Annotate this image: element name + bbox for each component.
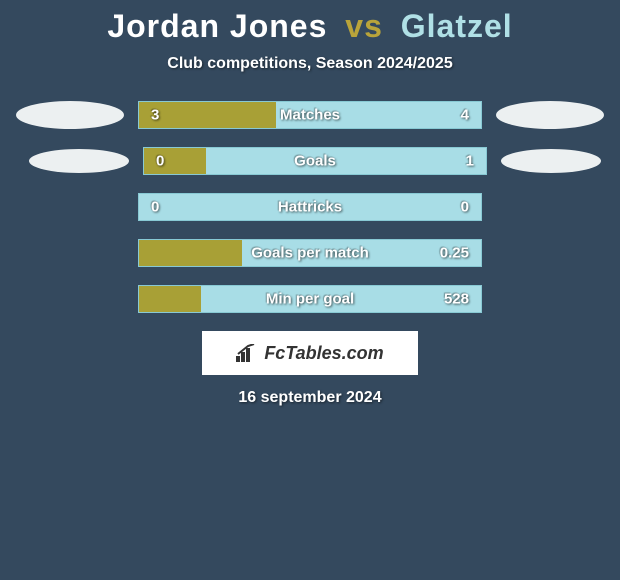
bar-fill-left — [139, 102, 276, 128]
stat-value-right: 4 — [461, 107, 469, 124]
stats-rows: 3 Matches 4 0 Goals 1 0 Hattricks 0 — [0, 101, 620, 313]
stat-value-right: 528 — [444, 291, 469, 308]
stat-value-right: 1 — [466, 153, 474, 170]
bar-fill-left — [139, 240, 242, 266]
stat-value-left: 0 — [151, 199, 159, 216]
stat-value-left: 3 — [151, 107, 159, 124]
stat-label: Min per goal — [266, 291, 354, 308]
stat-label: Goals — [294, 153, 336, 170]
spacer — [496, 239, 604, 267]
stat-bar: 0 Hattricks 0 — [138, 193, 482, 221]
stat-label: Matches — [280, 107, 340, 124]
subtitle: Club competitions, Season 2024/2025 — [0, 55, 620, 73]
stat-bar: Goals per match 0.25 — [138, 239, 482, 267]
stat-bar: Min per goal 528 — [138, 285, 482, 313]
spacer — [16, 285, 124, 313]
spacer — [496, 285, 604, 313]
stat-row-hattricks: 0 Hattricks 0 — [0, 193, 620, 221]
stat-label: Goals per match — [251, 245, 369, 262]
spacer — [16, 193, 124, 221]
bar-fill-left — [144, 148, 206, 174]
player2-avatar — [496, 101, 604, 129]
stat-row-mpg: Min per goal 528 — [0, 285, 620, 313]
player2-name: Glatzel — [401, 8, 513, 44]
bar-fill-left — [139, 286, 201, 312]
comparison-infographic: Jordan Jones vs Glatzel Club competition… — [0, 0, 620, 407]
player1-avatar — [29, 149, 129, 173]
spacer — [496, 193, 604, 221]
stat-value-right: 0.25 — [440, 245, 469, 262]
vs-text: vs — [345, 8, 383, 44]
stat-bar: 3 Matches 4 — [138, 101, 482, 129]
stat-row-goals: 0 Goals 1 — [0, 147, 620, 175]
footer-date: 16 september 2024 — [0, 389, 620, 407]
stat-label: Hattricks — [278, 199, 342, 216]
player2-avatar — [501, 149, 601, 173]
logo-text: FcTables.com — [264, 343, 383, 364]
player1-avatar — [16, 101, 124, 129]
stat-value-right: 0 — [461, 199, 469, 216]
spacer — [16, 239, 124, 267]
footer-logo: FcTables.com — [202, 331, 418, 375]
title: Jordan Jones vs Glatzel — [0, 8, 620, 45]
stat-row-matches: 3 Matches 4 — [0, 101, 620, 129]
stat-bar: 0 Goals 1 — [143, 147, 487, 175]
player1-name: Jordan Jones — [107, 8, 327, 44]
chart-icon — [236, 344, 258, 362]
stat-row-gpm: Goals per match 0.25 — [0, 239, 620, 267]
stat-value-left: 0 — [156, 153, 164, 170]
